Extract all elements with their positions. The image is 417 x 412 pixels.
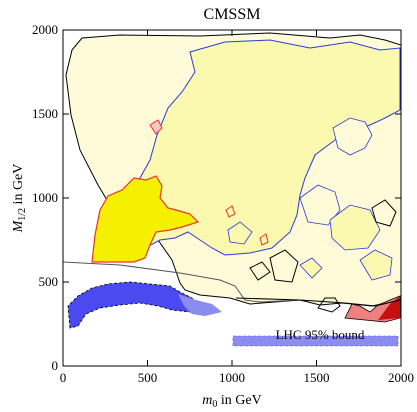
chart-title: CMSSM <box>204 6 261 23</box>
preferred-patch <box>329 204 381 251</box>
y-tick-label: 2000 <box>32 22 58 37</box>
black-contour-island <box>269 249 299 283</box>
x-tick-label: 2000 <box>388 370 414 385</box>
x-tick-label: 500 <box>138 370 158 385</box>
excluded-boundary <box>235 297 401 307</box>
y-tick-label: 0 <box>52 358 59 373</box>
x-tick-label: 1000 <box>219 370 245 385</box>
boundary-line <box>63 261 301 303</box>
legend-label-lhc: LHC 95% bound <box>276 327 365 342</box>
red-island <box>225 205 236 218</box>
blue-excluded-region <box>67 281 199 329</box>
y-tick-label: 1000 <box>32 190 58 205</box>
best-fit-region <box>91 175 200 263</box>
y-tick-label: 500 <box>39 274 59 289</box>
red-island <box>259 233 269 246</box>
red-excluded-wedge <box>378 296 400 320</box>
allowed-patch <box>332 117 373 156</box>
black-contour-island <box>371 199 397 227</box>
y-tick-label: 1500 <box>32 106 58 121</box>
preferred-patch <box>227 221 253 245</box>
x-tick-label: 1500 <box>304 370 330 385</box>
legend-swatch-lhc <box>232 335 399 347</box>
plot-area <box>63 32 401 347</box>
preferred-patch <box>359 249 393 281</box>
y-axis-label: M1/2 in GeV <box>11 164 28 234</box>
preferred-patch <box>299 257 323 279</box>
x-axis-label: m0 in GeV <box>202 393 261 410</box>
allowed-patch <box>299 184 341 226</box>
blue-excluded-edge <box>178 294 222 316</box>
red-island <box>149 119 163 135</box>
x-axis: 0 500 1000 1500 2000 <box>60 30 414 385</box>
black-contour-island <box>249 261 271 281</box>
y-axis: 0 500 1000 1500 2000 <box>32 22 401 373</box>
x-tick-label: 0 <box>60 370 67 385</box>
